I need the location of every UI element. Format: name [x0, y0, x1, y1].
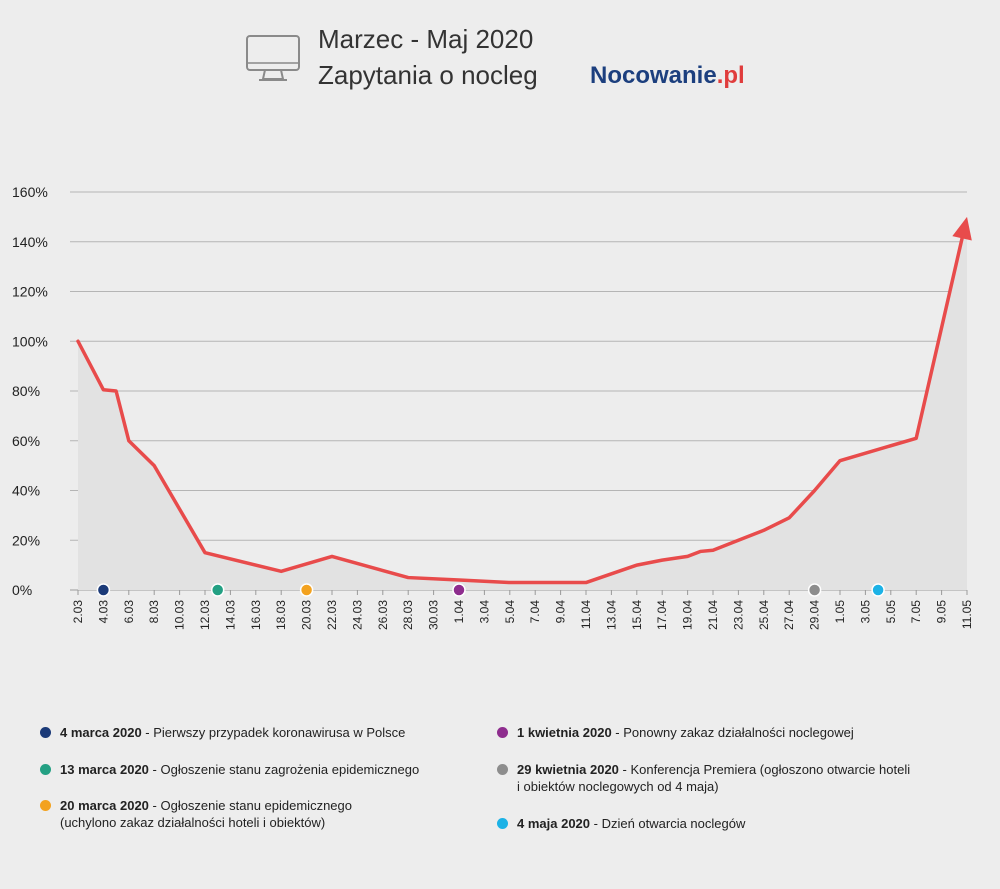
x-tick-label: 4.03 [96, 600, 110, 624]
legend-text: 1 kwietnia 2020 - Ponowny zakaz działaln… [517, 724, 854, 741]
legend-date: 1 kwietnia 2020 [517, 725, 612, 740]
legend-item: 4 maja 2020 - Dzień otwarcia noclegów [497, 815, 745, 832]
x-tick-label: 29.04 [808, 600, 822, 630]
x-tick-label: 17.04 [655, 600, 669, 630]
y-tick-label: 140% [12, 234, 48, 250]
page-title: Marzec - Maj 2020 [318, 24, 534, 54]
area-fill [78, 216, 967, 590]
legend-description-cont: (uchylono zakaz działalności hoteli i ob… [60, 815, 326, 830]
x-tick-label: 2.03 [71, 600, 85, 624]
x-tick-label: 7.04 [528, 600, 542, 624]
event-marker [299, 583, 314, 597]
legend-dot [497, 727, 508, 738]
legend-dot [40, 727, 51, 738]
x-tick-label: 3.05 [858, 600, 872, 624]
y-tick-label: 20% [12, 532, 40, 548]
x-tick-label: 20.03 [300, 600, 314, 630]
x-tick-label: 9.05 [935, 600, 949, 624]
legend-date: 29 kwietnia 2020 [517, 762, 619, 777]
y-tick-label: 100% [12, 333, 48, 349]
event-marker [452, 583, 466, 597]
x-tick-label: 6.03 [122, 600, 136, 624]
event-marker [210, 583, 225, 597]
series-line [76, 228, 966, 585]
x-tick-label: 11.04 [579, 600, 593, 629]
legend-date: 4 marca 2020 [60, 725, 142, 740]
legend-item: 20 marca 2020 - Ogłoszenie stanu epidemi… [40, 797, 352, 831]
y-tick-label: 80% [12, 383, 40, 399]
legend-description: - Konferencja Premiera (ogłoszono otwarc… [618, 762, 911, 777]
x-tick-label: 10.03 [173, 600, 187, 630]
legend-item: 1 kwietnia 2020 - Ponowny zakaz działaln… [497, 724, 854, 741]
x-tick-label: 19.04 [681, 600, 695, 630]
x-tick-label: 28.03 [401, 600, 415, 630]
event-marker [96, 583, 111, 597]
brand-domain: .pl [716, 62, 745, 89]
x-tick-label: 8.03 [147, 600, 161, 624]
x-tick-label: 21.04 [706, 600, 720, 630]
x-tick-label: 23.04 [731, 600, 745, 630]
arrow-head [952, 216, 972, 241]
x-tick-label: 22.03 [325, 600, 339, 630]
legend-text: 20 marca 2020 - Ogłoszenie stanu epidemi… [60, 797, 352, 831]
legend-dot [497, 818, 508, 829]
x-tick-label: 18.03 [274, 600, 288, 630]
y-tick-label: 0% [12, 582, 32, 598]
legend-dot [40, 764, 51, 775]
line-chart: 0% 20% 40% 60% 80% 100% 120% 140% 160% 2.03 4.03 6.… [12, 184, 974, 630]
x-tick-label: 16.03 [249, 600, 263, 630]
legend-date: 20 marca 2020 [60, 798, 149, 813]
y-tick-label: 120% [12, 284, 48, 300]
x-tick-label: 26.03 [376, 600, 390, 630]
legend-text: 13 marca 2020 - Ogłoszenie stanu zagroże… [60, 761, 419, 778]
x-tick-label: 14.03 [223, 600, 237, 630]
event-marker [807, 583, 822, 597]
event-marker [871, 583, 885, 597]
legend-dot [497, 764, 508, 775]
legend-item: 29 kwietnia 2020 - Konferencja Premiera … [497, 761, 910, 795]
page-subtitle: Zapytania o nocleg [318, 60, 538, 90]
x-tick-label: 1.04 [452, 600, 466, 624]
x-tick-label: 30.03 [427, 600, 441, 630]
y-tick-label: 60% [12, 433, 40, 449]
x-tick-label: 25.04 [757, 600, 771, 630]
legend-text: 29 kwietnia 2020 - Konferencja Premiera … [517, 761, 910, 795]
x-tick-label: 5.05 [884, 600, 898, 624]
legend-dot [40, 800, 51, 811]
x-tick-label: 27.04 [782, 600, 796, 630]
x-tick-label: 3.04 [477, 600, 491, 624]
monitor-icon [246, 35, 300, 81]
x-tick-label: 15.04 [630, 600, 644, 630]
legend-description-cont: i obiektów noclegowych od 4 maja) [517, 779, 719, 794]
legend-date: 4 maja 2020 [517, 816, 591, 831]
x-tick-label: 7.05 [909, 600, 923, 624]
brand-name: Nocowanie [590, 62, 717, 89]
x-tick-label: 24.03 [350, 600, 364, 630]
y-tick-label: 40% [12, 483, 40, 499]
legend-description: - Pierwszy przypadek koronawirusa w Pols… [141, 725, 406, 740]
x-tick-label: 12.03 [198, 600, 212, 630]
x-tick-label: 11.05 [960, 600, 974, 629]
legend-text: 4 marca 2020 - Pierwszy przypadek korona… [60, 724, 405, 741]
legend-text: 4 maja 2020 - Dzień otwarcia noclegów [517, 815, 745, 832]
brand-logo[interactable]: Nocowanie.pl [590, 62, 745, 90]
legend-description: - Ogłoszenie stanu zagrożenia epidemiczn… [148, 762, 420, 777]
x-tick-label: 5.04 [503, 600, 517, 624]
legend-description: - Ponowny zakaz działalności noclegowej [611, 725, 854, 740]
legend-date: 13 marca 2020 [60, 762, 149, 777]
x-tick-label: 9.04 [554, 600, 568, 624]
legend-description: - Ogłoszenie stanu epidemicznego [148, 798, 352, 813]
x-tick-label: 13.04 [604, 600, 618, 630]
y-tick-label: 160% [12, 184, 48, 200]
legend-description: - Dzień otwarcia noclegów [590, 816, 746, 831]
legend-item: 13 marca 2020 - Ogłoszenie stanu zagroże… [40, 761, 419, 778]
x-tick-label: 1.05 [833, 600, 847, 624]
legend-item: 4 marca 2020 - Pierwszy przypadek korona… [40, 724, 405, 741]
